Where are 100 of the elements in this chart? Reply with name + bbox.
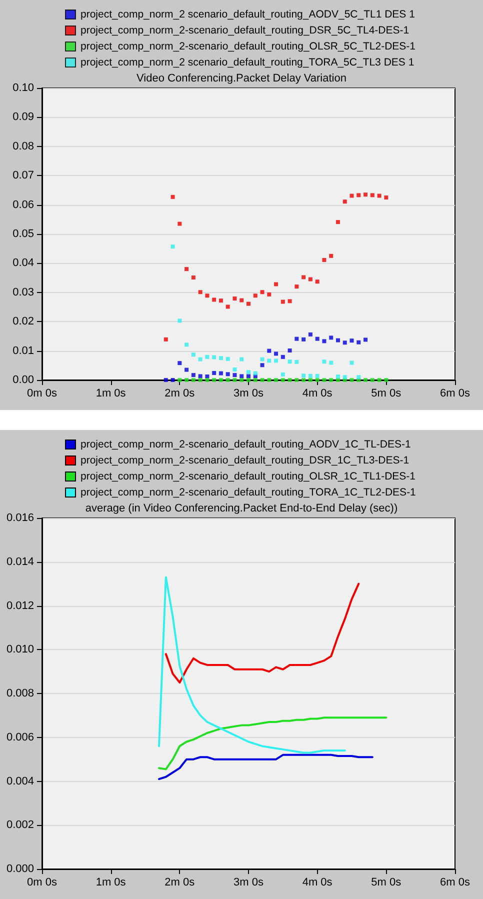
x-tick-label: 1m 0s (96, 388, 126, 400)
point (308, 277, 312, 282)
point (191, 373, 196, 378)
point (350, 360, 354, 365)
y-tick-label: 0.000 (6, 863, 34, 875)
point (253, 378, 258, 382)
point (240, 298, 244, 302)
point (329, 378, 334, 382)
point (370, 378, 374, 382)
point (198, 374, 202, 378)
point (267, 358, 272, 363)
point (212, 298, 216, 302)
y-tick-label: 0.06 (12, 198, 34, 211)
point (178, 361, 182, 366)
point (232, 373, 237, 378)
point (240, 357, 244, 362)
y-tick-label: 0.00 (12, 374, 34, 386)
y-tick-label: 0.08 (12, 140, 34, 152)
x-tick-label: 3m 0s (234, 388, 264, 400)
point (218, 378, 223, 382)
point (178, 318, 182, 323)
point (356, 375, 361, 380)
point (294, 284, 299, 289)
point (342, 200, 347, 204)
x-tick-label: 2m 0s (164, 876, 196, 888)
point (322, 339, 326, 344)
point (350, 378, 354, 382)
point (184, 378, 189, 382)
y-tick-label: 0.002 (6, 819, 34, 832)
legend-label: project_comp_norm_2-scenario_default_routing_OLSR_5C_TL2-DES-1 (80, 40, 416, 52)
y-tick-label: 0.004 (6, 775, 34, 788)
point (246, 374, 250, 378)
y-tick-label: 0.02 (12, 316, 34, 328)
point (226, 378, 230, 382)
legend-label: project_comp_norm_2-scenario_default_routing_AODV_1C_TL-DES-1 (80, 438, 411, 450)
legend-label: project_comp_norm_2 scenario_default_routing_TORA_5C_TL3 DES 1 (80, 56, 414, 68)
point (329, 360, 334, 365)
point (184, 368, 189, 372)
point (288, 348, 292, 353)
point (218, 298, 223, 303)
point (260, 290, 264, 294)
chart-title: Video Conferencing.Packet Delay Variation (136, 72, 346, 84)
point (288, 299, 292, 304)
point (322, 378, 326, 382)
point (218, 371, 223, 376)
point (232, 378, 237, 382)
point (322, 360, 326, 364)
point (184, 267, 189, 272)
point (364, 338, 368, 342)
point (315, 336, 320, 341)
x-tick-label: 0m 0s (27, 388, 58, 400)
point (212, 370, 216, 375)
point (288, 378, 292, 382)
point (212, 355, 216, 360)
point (280, 354, 285, 359)
y-tick-label: 0.01 (12, 344, 34, 357)
y-tick-label: 0.012 (6, 600, 34, 612)
y-tick-label: 0.010 (6, 644, 34, 656)
point (336, 374, 340, 378)
point (384, 378, 388, 382)
point (315, 374, 320, 378)
point (302, 275, 306, 280)
point (336, 220, 340, 224)
point (315, 280, 320, 284)
y-tick-label: 0.09 (12, 111, 34, 124)
point (294, 336, 299, 341)
line-series (164, 582, 360, 684)
x-tick-label: 2m 0s (164, 388, 196, 400)
point (315, 378, 320, 382)
point (170, 244, 175, 249)
legend-label: project_comp_norm_2-scenario_default_routing_DSR_1C_TL3-DES-1 (80, 454, 410, 466)
point (198, 290, 202, 294)
point (260, 357, 264, 362)
point (226, 356, 230, 361)
point (178, 378, 182, 382)
y-tick-label: 0.016 (6, 512, 34, 524)
y-tick-label: 0.10 (12, 82, 34, 94)
x-tick-label: 6m 0s (440, 876, 470, 888)
point (370, 193, 374, 198)
point (170, 194, 175, 199)
point (350, 194, 354, 198)
point (377, 378, 382, 382)
x-tick-label: 6m 0s (440, 388, 470, 400)
point (280, 300, 285, 304)
point (308, 378, 312, 382)
x-tick-label: 3m 0s (234, 876, 264, 888)
point (260, 378, 264, 382)
line-series (158, 754, 374, 780)
point (240, 378, 244, 382)
point (302, 374, 306, 378)
y-tick-label: 0.03 (12, 286, 34, 298)
point (240, 374, 244, 378)
point (364, 378, 368, 382)
point (260, 363, 264, 368)
point (267, 348, 272, 353)
x-tick-label: 4m 0s (302, 876, 333, 888)
point (342, 340, 347, 345)
y-tick-label: 0.04 (12, 257, 34, 270)
point (205, 378, 210, 382)
point (356, 340, 361, 344)
